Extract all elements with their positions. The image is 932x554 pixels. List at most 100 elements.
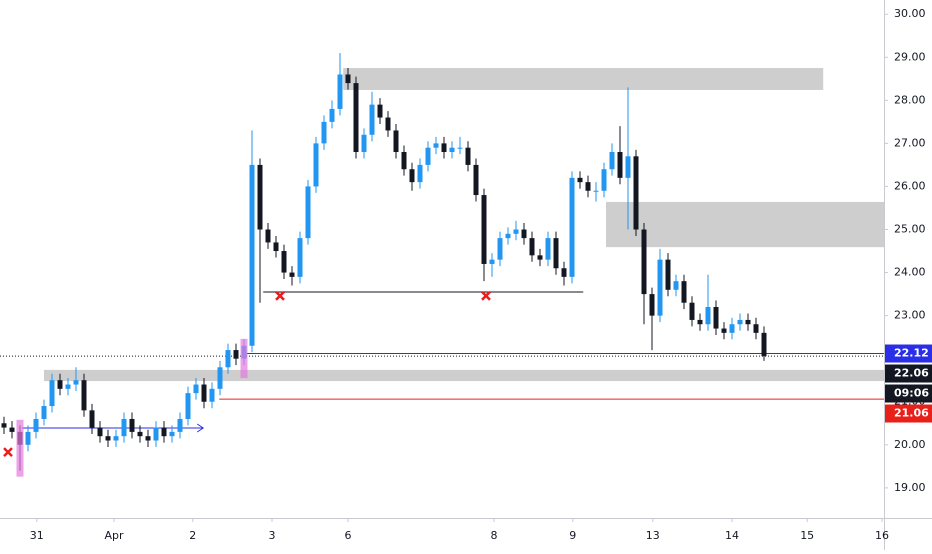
candle-body (257, 164, 263, 230)
candle-body (585, 182, 591, 191)
candle-body (145, 436, 151, 441)
price-label-box (885, 364, 932, 383)
candle-body (345, 74, 351, 84)
x-tick-label: 2 (189, 529, 196, 542)
candle-body (569, 177, 575, 277)
candle-body (369, 104, 375, 135)
candle-body (89, 410, 95, 428)
candle-body (185, 393, 191, 419)
candle-body (393, 130, 399, 152)
price-label-box (885, 344, 932, 363)
candle-body (489, 259, 495, 264)
candle-body (689, 302, 695, 320)
candle-body (81, 380, 87, 411)
candle-body (425, 147, 431, 165)
candle-body (681, 281, 687, 303)
y-tick-label: 19.00 (894, 481, 926, 494)
x-tick-label: 8 (491, 529, 498, 542)
y-tick-label: 30.00 (894, 7, 926, 20)
candle-body (377, 104, 383, 118)
y-tick-label: 29.00 (894, 50, 926, 63)
candle-body (337, 74, 343, 109)
candle-body (721, 328, 727, 333)
candle-body (41, 406, 47, 419)
highlight-box (240, 338, 248, 379)
y-tick-label: 23.00 (894, 309, 926, 322)
candle-body (441, 143, 447, 152)
x-tick-label: 14 (725, 529, 739, 542)
candle-body (617, 151, 623, 178)
candle-body (209, 388, 215, 402)
y-tick-label: 25.00 (894, 223, 926, 236)
candle-body (217, 367, 223, 389)
candle-body (705, 307, 711, 325)
candle-body (65, 384, 71, 389)
candle-body (417, 164, 423, 183)
cross-marker (481, 290, 491, 301)
candle-body (521, 229, 527, 239)
candle-body (249, 164, 255, 346)
candle-body (433, 143, 439, 148)
candle-body (537, 255, 543, 260)
candle-body (545, 238, 551, 260)
candle-body (729, 324, 735, 333)
candle-body (657, 259, 663, 316)
candle-body (737, 319, 743, 325)
candle-body (649, 294, 655, 316)
candle-body (753, 324, 759, 333)
candle-body (465, 147, 471, 165)
candle-body (153, 427, 159, 441)
candle-body (73, 380, 79, 385)
x-tick-label: Apr (104, 529, 124, 542)
candle-body (201, 384, 207, 402)
y-tick-label: 20.00 (894, 438, 926, 451)
candle-body (281, 251, 287, 273)
x-tick-label: 13 (646, 529, 660, 542)
zone (343, 68, 824, 90)
candle-body (625, 156, 631, 178)
candle-body (49, 380, 55, 407)
x-tick-label: 16 (875, 529, 889, 542)
candle-body (225, 350, 231, 368)
candle-body (553, 238, 559, 269)
cross-marker (3, 447, 13, 458)
candle-body (473, 164, 479, 196)
price-label-box (885, 404, 932, 423)
candle-body (321, 121, 327, 144)
candle-body (353, 83, 359, 152)
zone (44, 369, 884, 382)
candle-body (593, 190, 599, 192)
candle-body (457, 147, 463, 149)
candle-body (273, 242, 279, 252)
candle-body (105, 436, 111, 441)
candle-body (665, 259, 671, 290)
candle-body (673, 281, 679, 290)
candle-body (177, 418, 183, 432)
candle-body (305, 186, 311, 239)
candle-body (161, 427, 167, 437)
candle-body (697, 319, 703, 325)
candle-body (609, 151, 615, 170)
y-tick-label: 28.00 (894, 93, 926, 106)
candle-body (329, 108, 335, 122)
candle-body (577, 177, 583, 183)
candle-body (121, 418, 127, 437)
x-tick-label: 31 (30, 529, 44, 542)
y-tick-label: 26.00 (894, 179, 926, 192)
candle-body (9, 427, 15, 432)
candle-body (313, 143, 319, 187)
candle-body (505, 233, 511, 239)
candle-body (1, 423, 7, 428)
candle-body (481, 195, 487, 264)
x-tick-label: 6 (345, 529, 352, 542)
cross-marker (275, 290, 285, 301)
highlight-box (16, 419, 24, 477)
candle-body (265, 229, 271, 243)
candle-body (297, 238, 303, 277)
y-tick-label: 27.00 (894, 136, 926, 149)
candle-body (57, 380, 63, 389)
zone (606, 201, 884, 248)
x-tick-label: 15 (800, 529, 814, 542)
